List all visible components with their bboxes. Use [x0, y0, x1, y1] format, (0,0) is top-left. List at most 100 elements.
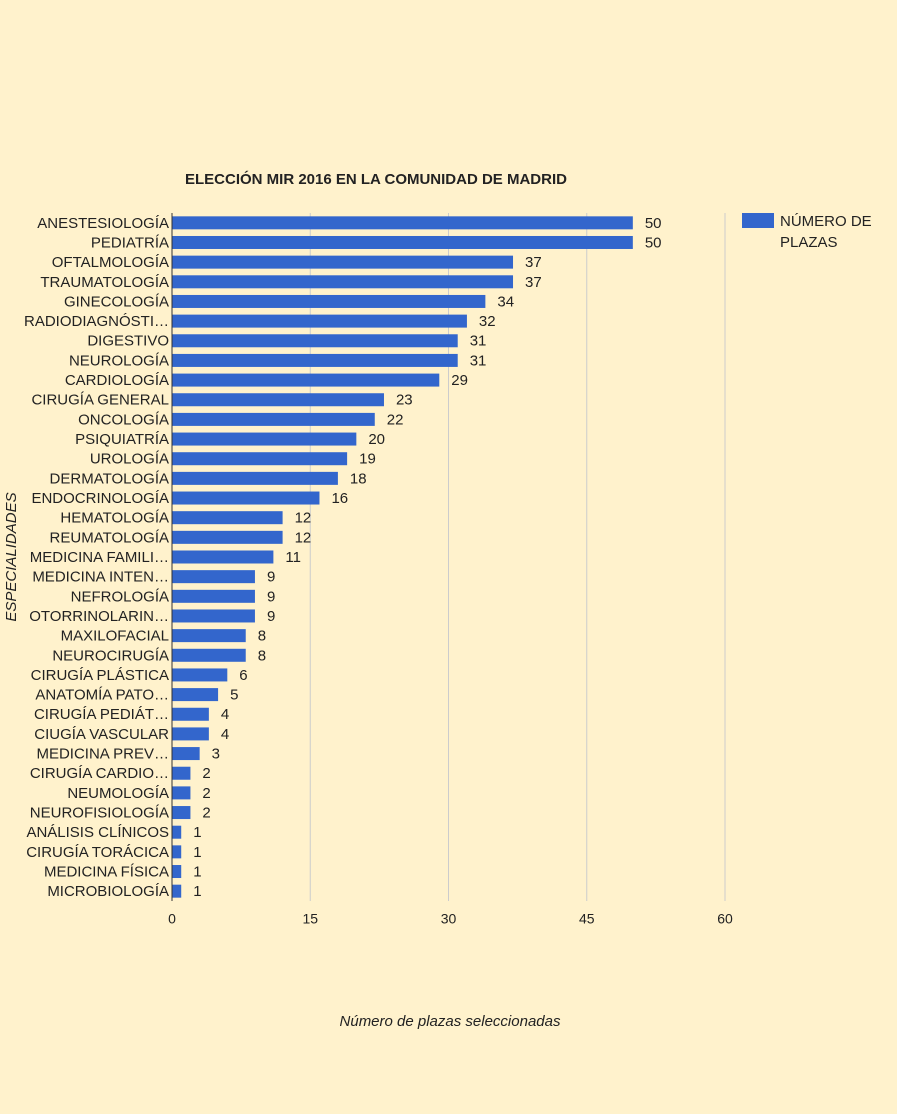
bar: [172, 589, 255, 603]
bar: [172, 629, 246, 643]
data-label: 2: [202, 765, 210, 782]
y-tick-label: MEDICINA FÍSICA: [44, 863, 169, 880]
bar: [172, 530, 283, 544]
data-label: 19: [359, 451, 376, 468]
data-label: 9: [267, 588, 275, 605]
x-axis-title: Número de plazas seleccionadas: [340, 1013, 561, 1030]
data-label: 8: [258, 628, 266, 645]
bar: [172, 491, 320, 505]
y-tick-label: CIRUGÍA PEDIÁT…: [34, 706, 169, 723]
bar: [172, 707, 209, 721]
data-label: 12: [295, 510, 312, 527]
data-label: 37: [525, 254, 542, 271]
data-label: 31: [470, 333, 487, 350]
data-label: 37: [525, 274, 542, 291]
bar: [172, 412, 375, 426]
y-tick-label: PEDIATRÍA: [91, 234, 169, 251]
bar: [172, 314, 467, 328]
data-label: 50: [645, 215, 662, 232]
data-label: 3: [212, 746, 220, 763]
y-tick-label: NEUMOLOGÍA: [67, 785, 169, 802]
bar: [172, 648, 246, 662]
bar: [172, 255, 514, 269]
bar: [172, 471, 338, 485]
y-tick-label: UROLOGÍA: [90, 451, 169, 468]
y-tick-label: MEDICINA FAMILI…: [30, 549, 169, 566]
bar: [172, 747, 200, 761]
data-label: 8: [258, 647, 266, 664]
data-label: 50: [645, 234, 662, 251]
y-axis-title: ESPECIALIDADES: [3, 492, 20, 621]
y-tick-label: ANESTESIOLOGÍA: [37, 215, 169, 232]
x-tick-label: 0: [168, 911, 176, 927]
y-tick-label: CIUGÍA VASCULAR: [34, 726, 169, 743]
y-tick-label: CIRUGÍA GENERAL: [31, 392, 169, 409]
y-tick-label: REUMATOLOGÍA: [50, 529, 169, 546]
y-tick-label: MICROBIOLOGÍA: [47, 883, 169, 900]
data-label: 23: [396, 392, 413, 409]
y-tick-label: NEFROLOGÍA: [71, 588, 169, 605]
data-label: 29: [451, 372, 468, 389]
legend-label: NÚMERO DE PLAZAS: [780, 213, 872, 251]
y-tick-label: MEDICINA INTEN…: [32, 569, 169, 586]
bar: [172, 865, 182, 879]
bar: [172, 452, 348, 466]
data-label: 6: [239, 667, 247, 684]
y-tick-label: NEUROLOGÍA: [69, 352, 169, 369]
y-tick-label: PSIQUIATRÍA: [75, 431, 169, 448]
data-label: 2: [202, 805, 210, 822]
data-label: 16: [331, 490, 348, 507]
data-label: 4: [221, 726, 229, 743]
bar: [172, 216, 633, 230]
data-label: 34: [497, 293, 514, 310]
data-label: 1: [193, 824, 201, 841]
y-tick-label: MEDICINA PREV…: [36, 746, 169, 763]
bar: [172, 570, 255, 584]
y-tick-label: ONCOLOGÍA: [78, 411, 169, 428]
y-tick-label: TRAUMATOLOGÍA: [40, 274, 169, 291]
bar: [172, 511, 283, 525]
data-label: 22: [387, 411, 404, 428]
data-label: 1: [193, 844, 201, 861]
y-tick-label: GINECOLOGÍA: [64, 293, 169, 310]
bar: [172, 668, 228, 682]
y-tick-label: RADIODIAGNÓSTI…: [24, 313, 169, 330]
legend-swatch: [742, 213, 774, 228]
bar: [172, 845, 182, 859]
y-tick-label: DIGESTIVO: [87, 333, 169, 350]
bar: [172, 727, 209, 741]
y-tick-label: NEUROFISIOLOGÍA: [30, 805, 169, 822]
bar: [172, 825, 182, 839]
data-label: 4: [221, 706, 229, 723]
bar: [172, 550, 274, 564]
y-tick-label: HEMATOLOGÍA: [60, 510, 169, 527]
y-tick-label: CIRUGÍA CARDIO…: [30, 765, 169, 782]
y-tick-label: MAXILOFACIAL: [61, 628, 169, 645]
data-label: 5: [230, 687, 238, 704]
bar: [172, 884, 182, 898]
y-tick-label: CIRUGÍA PLÁSTICA: [31, 667, 169, 684]
bar: [172, 235, 633, 249]
bar: [172, 609, 255, 623]
bar: [172, 393, 384, 407]
data-label: 1: [193, 863, 201, 880]
bar: [172, 766, 191, 780]
x-tick-label: 30: [441, 911, 457, 927]
y-tick-label: CIRUGÍA TORÁCICA: [26, 844, 169, 861]
x-tick-label: 15: [302, 911, 318, 927]
data-label: 20: [368, 431, 385, 448]
bar: [172, 294, 486, 308]
data-label: 1: [193, 883, 201, 900]
data-label: 2: [202, 785, 210, 802]
bar: [172, 786, 191, 800]
data-label: 9: [267, 608, 275, 625]
data-label: 32: [479, 313, 496, 330]
bar: [172, 373, 440, 387]
y-tick-label: CARDIOLOGÍA: [65, 372, 169, 389]
y-tick-label: ANÁLISIS CLÍNICOS: [26, 824, 169, 841]
data-label: 18: [350, 470, 367, 487]
data-label: 9: [267, 569, 275, 586]
bar: [172, 275, 514, 289]
